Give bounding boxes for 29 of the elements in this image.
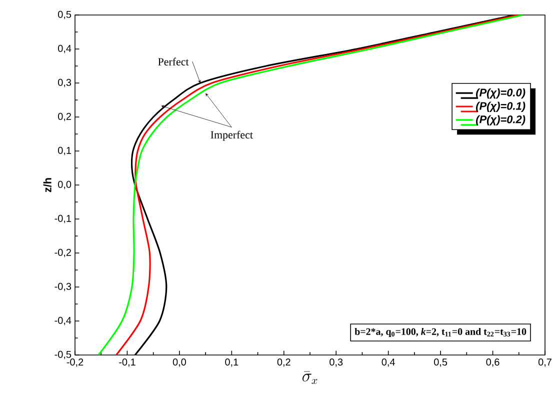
legend-label: (P(χ)=0.0) bbox=[476, 88, 526, 99]
y-tick-label: 0,1 bbox=[58, 146, 72, 156]
x-tick-label: 0,6 bbox=[486, 358, 500, 367]
legend-label: (P(χ)=0.1) bbox=[476, 102, 526, 112]
annotation: Imperfect bbox=[210, 130, 253, 141]
x-axis-title: $\bar{\sigma}_{x}$ bbox=[302, 371, 318, 384]
y-tick-label: -0,5 bbox=[54, 350, 72, 360]
text: b=2*a, q$_{0}$=100, k=2, t$_{11}$=0 and t$_{22}$=t$_{33}$=10 bbox=[354, 328, 526, 338]
y-tick-label: 0,2 bbox=[58, 112, 71, 122]
x-tick-label: -0,1 bbox=[119, 358, 136, 367]
x-tick-label: -0,2 bbox=[66, 358, 84, 367]
x-tick-label: 0,1 bbox=[225, 358, 238, 367]
x-tick-label: 0,5 bbox=[434, 358, 448, 367]
y-tick-label: 0,0 bbox=[58, 180, 72, 190]
y-tick-label: 0,4 bbox=[58, 44, 72, 54]
x-tick-label: 0,3 bbox=[330, 358, 343, 367]
x-tick-label: 0,7 bbox=[538, 358, 552, 367]
y-tick-label: 0,3 bbox=[58, 78, 72, 88]
y-axis-title: z/h bbox=[43, 178, 52, 192]
y-tick-label: -0,1 bbox=[54, 214, 72, 224]
x-tick-label: 0,0 bbox=[172, 358, 186, 367]
x-tick-label: 0,2 bbox=[277, 358, 290, 367]
y-tick-label: -0,3 bbox=[54, 282, 72, 292]
y-tick-label: -0,4 bbox=[54, 316, 72, 326]
y-tick-label: 0,5 bbox=[58, 10, 72, 20]
x-tick-label: 0,4 bbox=[382, 358, 395, 367]
legend-label: (P(χ)=0.2) bbox=[476, 115, 526, 126]
annotation: Perfect bbox=[158, 58, 189, 66]
y-tick-label: -0,2 bbox=[54, 248, 71, 258]
